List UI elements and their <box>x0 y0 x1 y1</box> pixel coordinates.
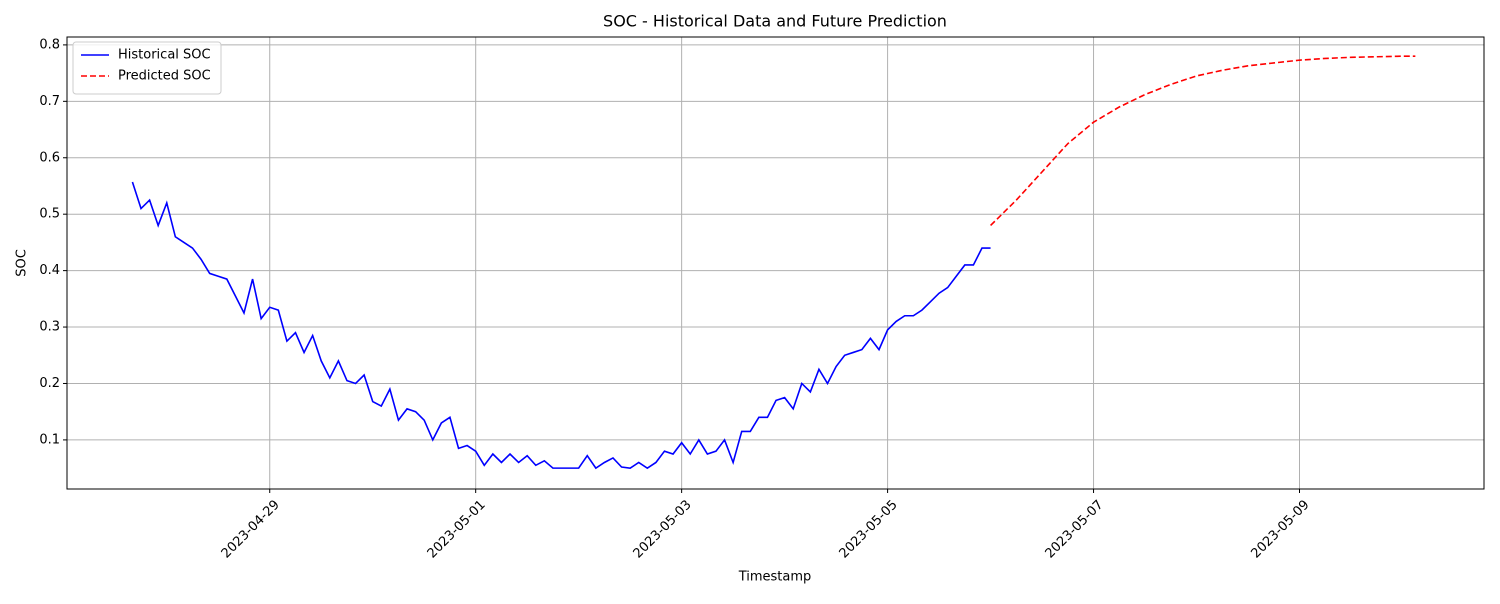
x-axis-label: Timestamp <box>738 570 812 585</box>
y-tick-label: 0.5 <box>39 207 60 222</box>
y-tick-label: 0.4 <box>39 263 60 278</box>
legend-box <box>72 41 222 95</box>
chart-title: SOC - Historical Data and Future Predict… <box>603 12 947 31</box>
x-tick-label: 2023-05-01 <box>425 497 489 561</box>
series-line <box>131 181 991 470</box>
y-axis-label: SOC <box>15 249 30 277</box>
y-tick-label: 0.6 <box>39 150 60 165</box>
series-line <box>990 55 1416 227</box>
legend: Historical SOC Predicted SOC <box>72 41 222 95</box>
x-tick-label: 2023-05-03 <box>631 497 695 561</box>
plot-area <box>131 55 1416 470</box>
x-tick-label: 2023-04-29 <box>219 497 283 561</box>
y-tick-label: 0.3 <box>39 320 60 335</box>
y-tick-label: 0.1 <box>39 432 60 447</box>
y-tick-label: 0.7 <box>39 94 60 109</box>
grid <box>67 37 1484 489</box>
axes-frame <box>66 36 1485 490</box>
y-tick-label: 0.8 <box>39 37 60 52</box>
y-tick-label: 0.2 <box>39 376 60 391</box>
x-tick-label: 2023-05-05 <box>837 497 901 561</box>
legend-label: Historical SOC <box>118 48 211 63</box>
x-tick-label: 2023-05-07 <box>1043 497 1107 561</box>
legend-label: Predicted SOC <box>118 69 211 84</box>
x-tick-label: 2023-05-09 <box>1249 497 1313 561</box>
